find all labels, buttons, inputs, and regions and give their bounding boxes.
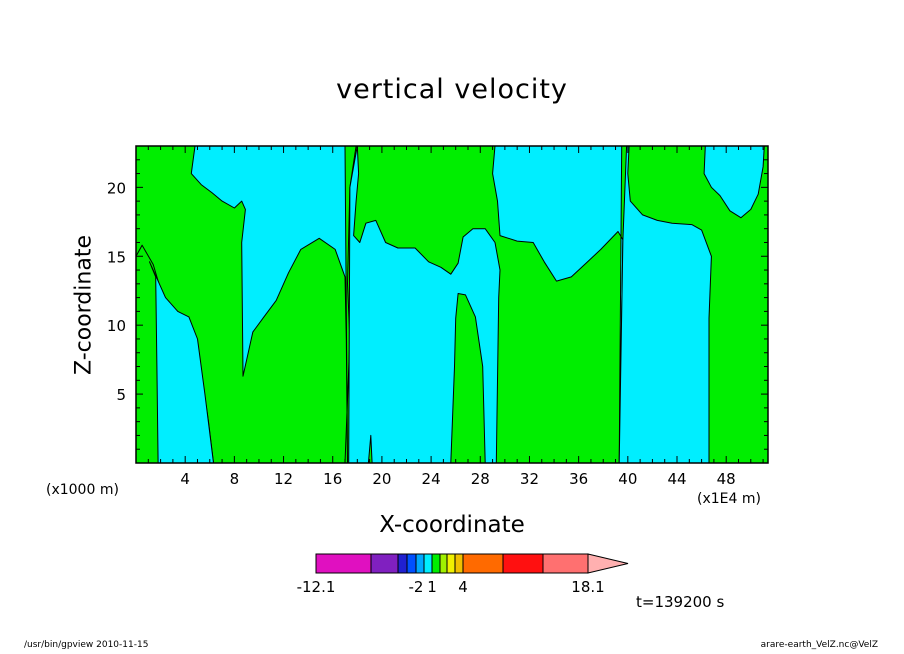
y-tick-label: 20 — [107, 179, 126, 197]
x-tick-label: 28 — [471, 470, 490, 488]
colorbar-segment — [462, 553, 504, 574]
colorbar-segment — [315, 553, 372, 574]
x-axis-label: X-coordinate — [379, 512, 525, 538]
contour-region-positive-5 — [450, 293, 486, 463]
colorbar-segment — [406, 553, 417, 574]
footer-command-date: /usr/bin/gpview 2010-11-15 — [24, 640, 149, 650]
x-tick-label: 8 — [230, 470, 240, 488]
colorbar-label: -12.1 — [297, 578, 336, 596]
contour-region-negative-7 — [618, 146, 712, 463]
y-tick-label: 15 — [107, 248, 126, 266]
chart-title: vertical velocity — [336, 74, 568, 105]
colorbar-segment — [439, 553, 448, 574]
time-label: t=139200 s — [636, 593, 725, 611]
x-unit-note: (x1E4 m) — [697, 491, 761, 507]
plot-frame — [135, 145, 769, 464]
colorbar-segment — [446, 553, 456, 574]
x-tick-label: 36 — [569, 470, 588, 488]
colorbar-extension — [587, 553, 629, 574]
y-tick-label: 5 — [116, 386, 126, 404]
x-tick-label: 24 — [422, 470, 441, 488]
x-scale-note: (x1000 m) — [46, 482, 119, 498]
colorbar-segment — [423, 553, 433, 574]
footer-source-file: arare-earth_VelZ.nc@VelZ — [760, 640, 878, 650]
x-tick-label: 32 — [520, 470, 539, 488]
colorbar-label: 4 — [458, 578, 468, 596]
colorbar-segment — [542, 553, 589, 574]
colorbar-segment — [415, 553, 425, 574]
x-tick-label: 48 — [717, 470, 736, 488]
colorbar-segment — [397, 553, 408, 574]
colorbar-segment — [454, 553, 464, 574]
contour-region-negative-2 — [149, 261, 214, 463]
x-tick-label: 12 — [274, 470, 293, 488]
x-tick-label: 44 — [667, 470, 686, 488]
colorbar-label: 18.1 — [571, 578, 604, 596]
contour-region-negative-8 — [703, 146, 765, 219]
colorbar: -12.1 -2 1 4 18.1 — [297, 553, 629, 596]
colorbar-label: 1 — [427, 578, 437, 596]
contour-regions — [136, 146, 765, 463]
y-tick-label: 10 — [107, 317, 126, 335]
colorbar-segment — [431, 553, 441, 574]
colorbar-segment — [370, 553, 399, 574]
colorbar-segment — [502, 553, 544, 574]
contour-region-negative-3 — [190, 146, 348, 463]
colorbar-label: -2 — [409, 578, 424, 596]
x-tick-label: 4 — [180, 470, 190, 488]
x-tick-label: 20 — [372, 470, 391, 488]
x-tick-label: 40 — [618, 470, 637, 488]
x-tick-label: 16 — [323, 470, 342, 488]
